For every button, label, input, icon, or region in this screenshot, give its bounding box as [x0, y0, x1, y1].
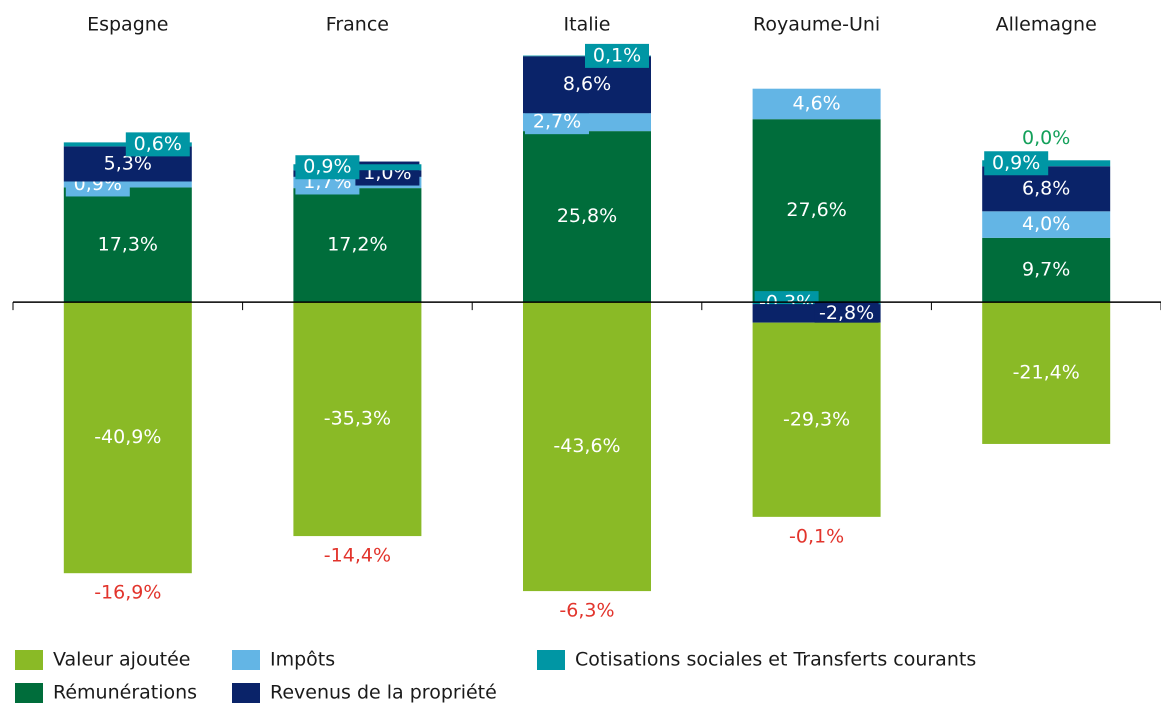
data-label-box — [585, 43, 649, 68]
category-label: Italie — [564, 14, 611, 36]
data-label: -21,4% — [1013, 362, 1080, 384]
data-label: 0,6% — [134, 133, 182, 155]
legend-label: Impôts — [270, 649, 335, 671]
bar-segment — [293, 302, 422, 537]
category-label: France — [326, 14, 389, 36]
data-label-box — [814, 301, 879, 326]
category-label: Allemagne — [996, 14, 1097, 36]
bar-segment — [982, 302, 1111, 444]
data-label: 6,8% — [1022, 177, 1070, 199]
data-label: 5,3% — [104, 152, 152, 174]
total-label: 0,0% — [1022, 127, 1070, 149]
data-label: 17,3% — [98, 233, 158, 255]
data-label-box — [984, 151, 1049, 176]
data-label: 27,6% — [786, 199, 846, 221]
bar-segment — [752, 322, 881, 517]
data-label-box — [295, 155, 360, 180]
legend-swatch — [232, 650, 260, 670]
data-label: 25,8% — [557, 205, 617, 227]
bar-segment — [752, 88, 881, 120]
data-label: 2,7% — [533, 111, 581, 133]
total-label: -14,4% — [324, 545, 391, 567]
legend-label: Cotisations sociales et Transferts coura… — [575, 649, 976, 671]
category-label: Royaume-Uni — [753, 14, 880, 36]
total-label: -0,1% — [789, 525, 844, 547]
data-label-box — [525, 110, 589, 135]
total-label: -16,9% — [94, 582, 161, 604]
legend-swatch — [15, 683, 43, 703]
data-label: 0,9% — [992, 152, 1040, 174]
data-label: 8,6% — [563, 73, 611, 95]
bar-segment — [63, 302, 192, 574]
bar-segment — [523, 302, 651, 592]
legend-swatch — [15, 650, 43, 670]
legend-swatch — [537, 650, 565, 670]
data-label: 0,1% — [593, 44, 641, 66]
data-label: -29,3% — [783, 408, 850, 430]
bar-segment — [523, 131, 651, 303]
bar-segment — [752, 119, 881, 303]
bar-segment — [982, 211, 1111, 238]
data-label: 4,6% — [792, 92, 840, 114]
data-label: -35,3% — [324, 408, 391, 430]
data-label: -43,6% — [553, 435, 620, 457]
data-label-box — [125, 132, 190, 157]
legend-label: Rémunérations — [53, 682, 197, 704]
legend-label: Valeur ajoutée — [53, 649, 190, 671]
data-label: 0,9% — [303, 156, 351, 178]
data-label: 9,7% — [1022, 258, 1070, 280]
data-label: -40,9% — [94, 426, 161, 448]
bar-segment — [63, 187, 192, 303]
data-label: 17,2% — [327, 234, 387, 256]
legend-swatch — [232, 683, 260, 703]
category-label: Espagne — [87, 14, 168, 36]
legend-label: Revenus de la propriété — [270, 682, 497, 704]
bar-segment — [982, 237, 1111, 303]
total-label: -6,3% — [559, 600, 614, 622]
data-label: -2,8% — [819, 302, 874, 324]
bar-segment — [293, 188, 422, 303]
data-label: 4,0% — [1022, 213, 1070, 235]
